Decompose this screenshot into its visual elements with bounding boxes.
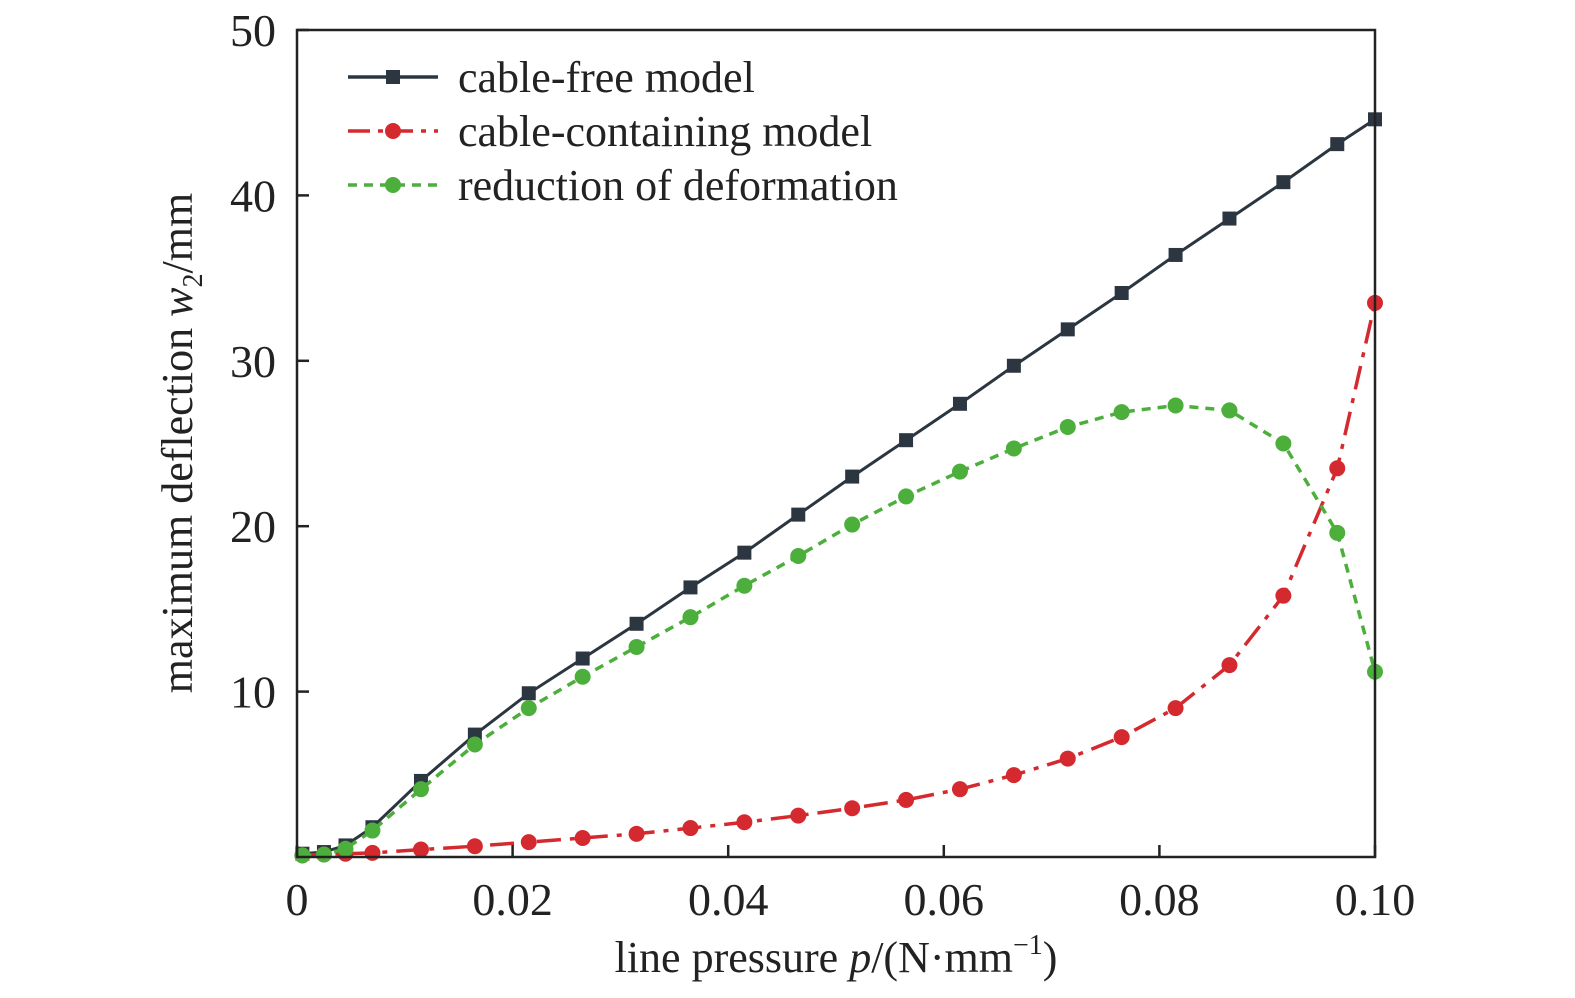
data-point xyxy=(790,547,807,564)
series-line-cable-free-model xyxy=(302,118,1376,856)
data-point xyxy=(1275,435,1292,452)
data-point xyxy=(575,651,590,666)
legend-label: cable-free model xyxy=(458,53,755,102)
data-point xyxy=(364,822,381,839)
data-point xyxy=(899,433,914,448)
legend-label: reduction of deformation xyxy=(458,161,898,210)
data-point xyxy=(683,580,698,595)
data-point xyxy=(1059,418,1076,435)
data-point xyxy=(1167,700,1184,717)
data-point xyxy=(364,844,381,861)
series-line-cable-containing-model xyxy=(302,302,1377,858)
y-tick-label: 40 xyxy=(230,170,276,221)
data-point xyxy=(1276,175,1291,190)
x-tick-label: 0 xyxy=(286,874,309,925)
data-point xyxy=(294,847,311,864)
data-point xyxy=(337,840,354,857)
data-point xyxy=(845,469,860,484)
data-point xyxy=(521,686,536,701)
data-point xyxy=(736,814,753,831)
axis-ticks: 0 0.02 0.04 0.06 0.08 0.10 10 20 30 40 50 xyxy=(230,5,1415,925)
data-point xyxy=(844,800,861,817)
legend-swatch-marker xyxy=(386,70,400,84)
x-tick-label: 0.06 xyxy=(904,874,985,925)
plot-area xyxy=(294,112,1383,864)
x-tick-label: 0.10 xyxy=(1335,874,1416,925)
y-axis-label: maximum deflection w2/mm xyxy=(153,193,209,693)
legend-entry-cable-containing-model: cable-containing model xyxy=(348,107,872,156)
data-point xyxy=(1275,587,1292,604)
data-point xyxy=(412,841,429,858)
data-point xyxy=(466,838,483,855)
data-point xyxy=(574,829,591,846)
data-point xyxy=(1330,137,1345,152)
data-point xyxy=(1006,358,1021,373)
legend-swatch-marker xyxy=(385,177,401,193)
data-point xyxy=(790,807,807,824)
data-point xyxy=(736,577,753,594)
data-point xyxy=(952,396,967,411)
y-tick-label: 20 xyxy=(230,501,276,552)
legend: cable-free model cable-containing model re… xyxy=(348,53,898,210)
y-tick-label: 30 xyxy=(230,336,276,387)
data-point xyxy=(682,609,699,626)
data-point xyxy=(1060,322,1075,337)
data-point xyxy=(574,668,591,685)
data-point xyxy=(951,463,968,480)
legend-label: cable-containing model xyxy=(458,107,872,156)
data-point xyxy=(1114,285,1129,300)
data-point xyxy=(628,638,645,655)
data-point xyxy=(1005,767,1022,784)
series-cable-containing-model xyxy=(294,294,1383,864)
plot-frame xyxy=(295,28,1377,859)
data-point xyxy=(1059,750,1076,767)
data-point xyxy=(1221,402,1238,419)
data-point xyxy=(682,820,699,837)
data-point xyxy=(1222,211,1237,226)
legend-swatch-marker xyxy=(385,123,401,139)
legend-entry-cable-free-model: cable-free model xyxy=(348,53,755,102)
x-axis-label: line pressure p/(N·mm−1) xyxy=(615,930,1058,982)
data-point xyxy=(737,545,752,560)
data-point xyxy=(628,825,645,842)
data-point xyxy=(1005,440,1022,457)
data-point xyxy=(412,781,429,798)
series-reduction-of-deformation xyxy=(294,397,1383,864)
legend-entry-reduction-of-deformation: reduction of deformation xyxy=(348,161,898,210)
data-point xyxy=(951,781,968,798)
data-point xyxy=(1168,247,1183,262)
data-point xyxy=(466,736,483,753)
x-tick-label: 0.02 xyxy=(472,874,553,925)
data-point xyxy=(1329,524,1346,541)
series-line-reduction-of-deformation xyxy=(302,403,1377,858)
data-point xyxy=(844,516,861,533)
x-tick-label: 0.04 xyxy=(688,874,769,925)
data-point xyxy=(520,700,537,717)
data-point xyxy=(520,834,537,851)
series-cable-free-model xyxy=(295,112,1382,861)
data-point xyxy=(898,791,915,808)
data-point xyxy=(1113,404,1130,421)
data-point xyxy=(1167,397,1184,414)
data-point xyxy=(1113,729,1130,746)
data-point xyxy=(898,488,915,505)
x-tick-label: 0.08 xyxy=(1119,874,1200,925)
data-point xyxy=(791,507,806,522)
data-point xyxy=(629,616,644,631)
data-point xyxy=(315,846,332,863)
y-tick-label: 50 xyxy=(230,5,276,56)
data-point xyxy=(1329,460,1346,477)
y-tick-label: 10 xyxy=(230,667,276,718)
data-point xyxy=(1221,657,1238,674)
